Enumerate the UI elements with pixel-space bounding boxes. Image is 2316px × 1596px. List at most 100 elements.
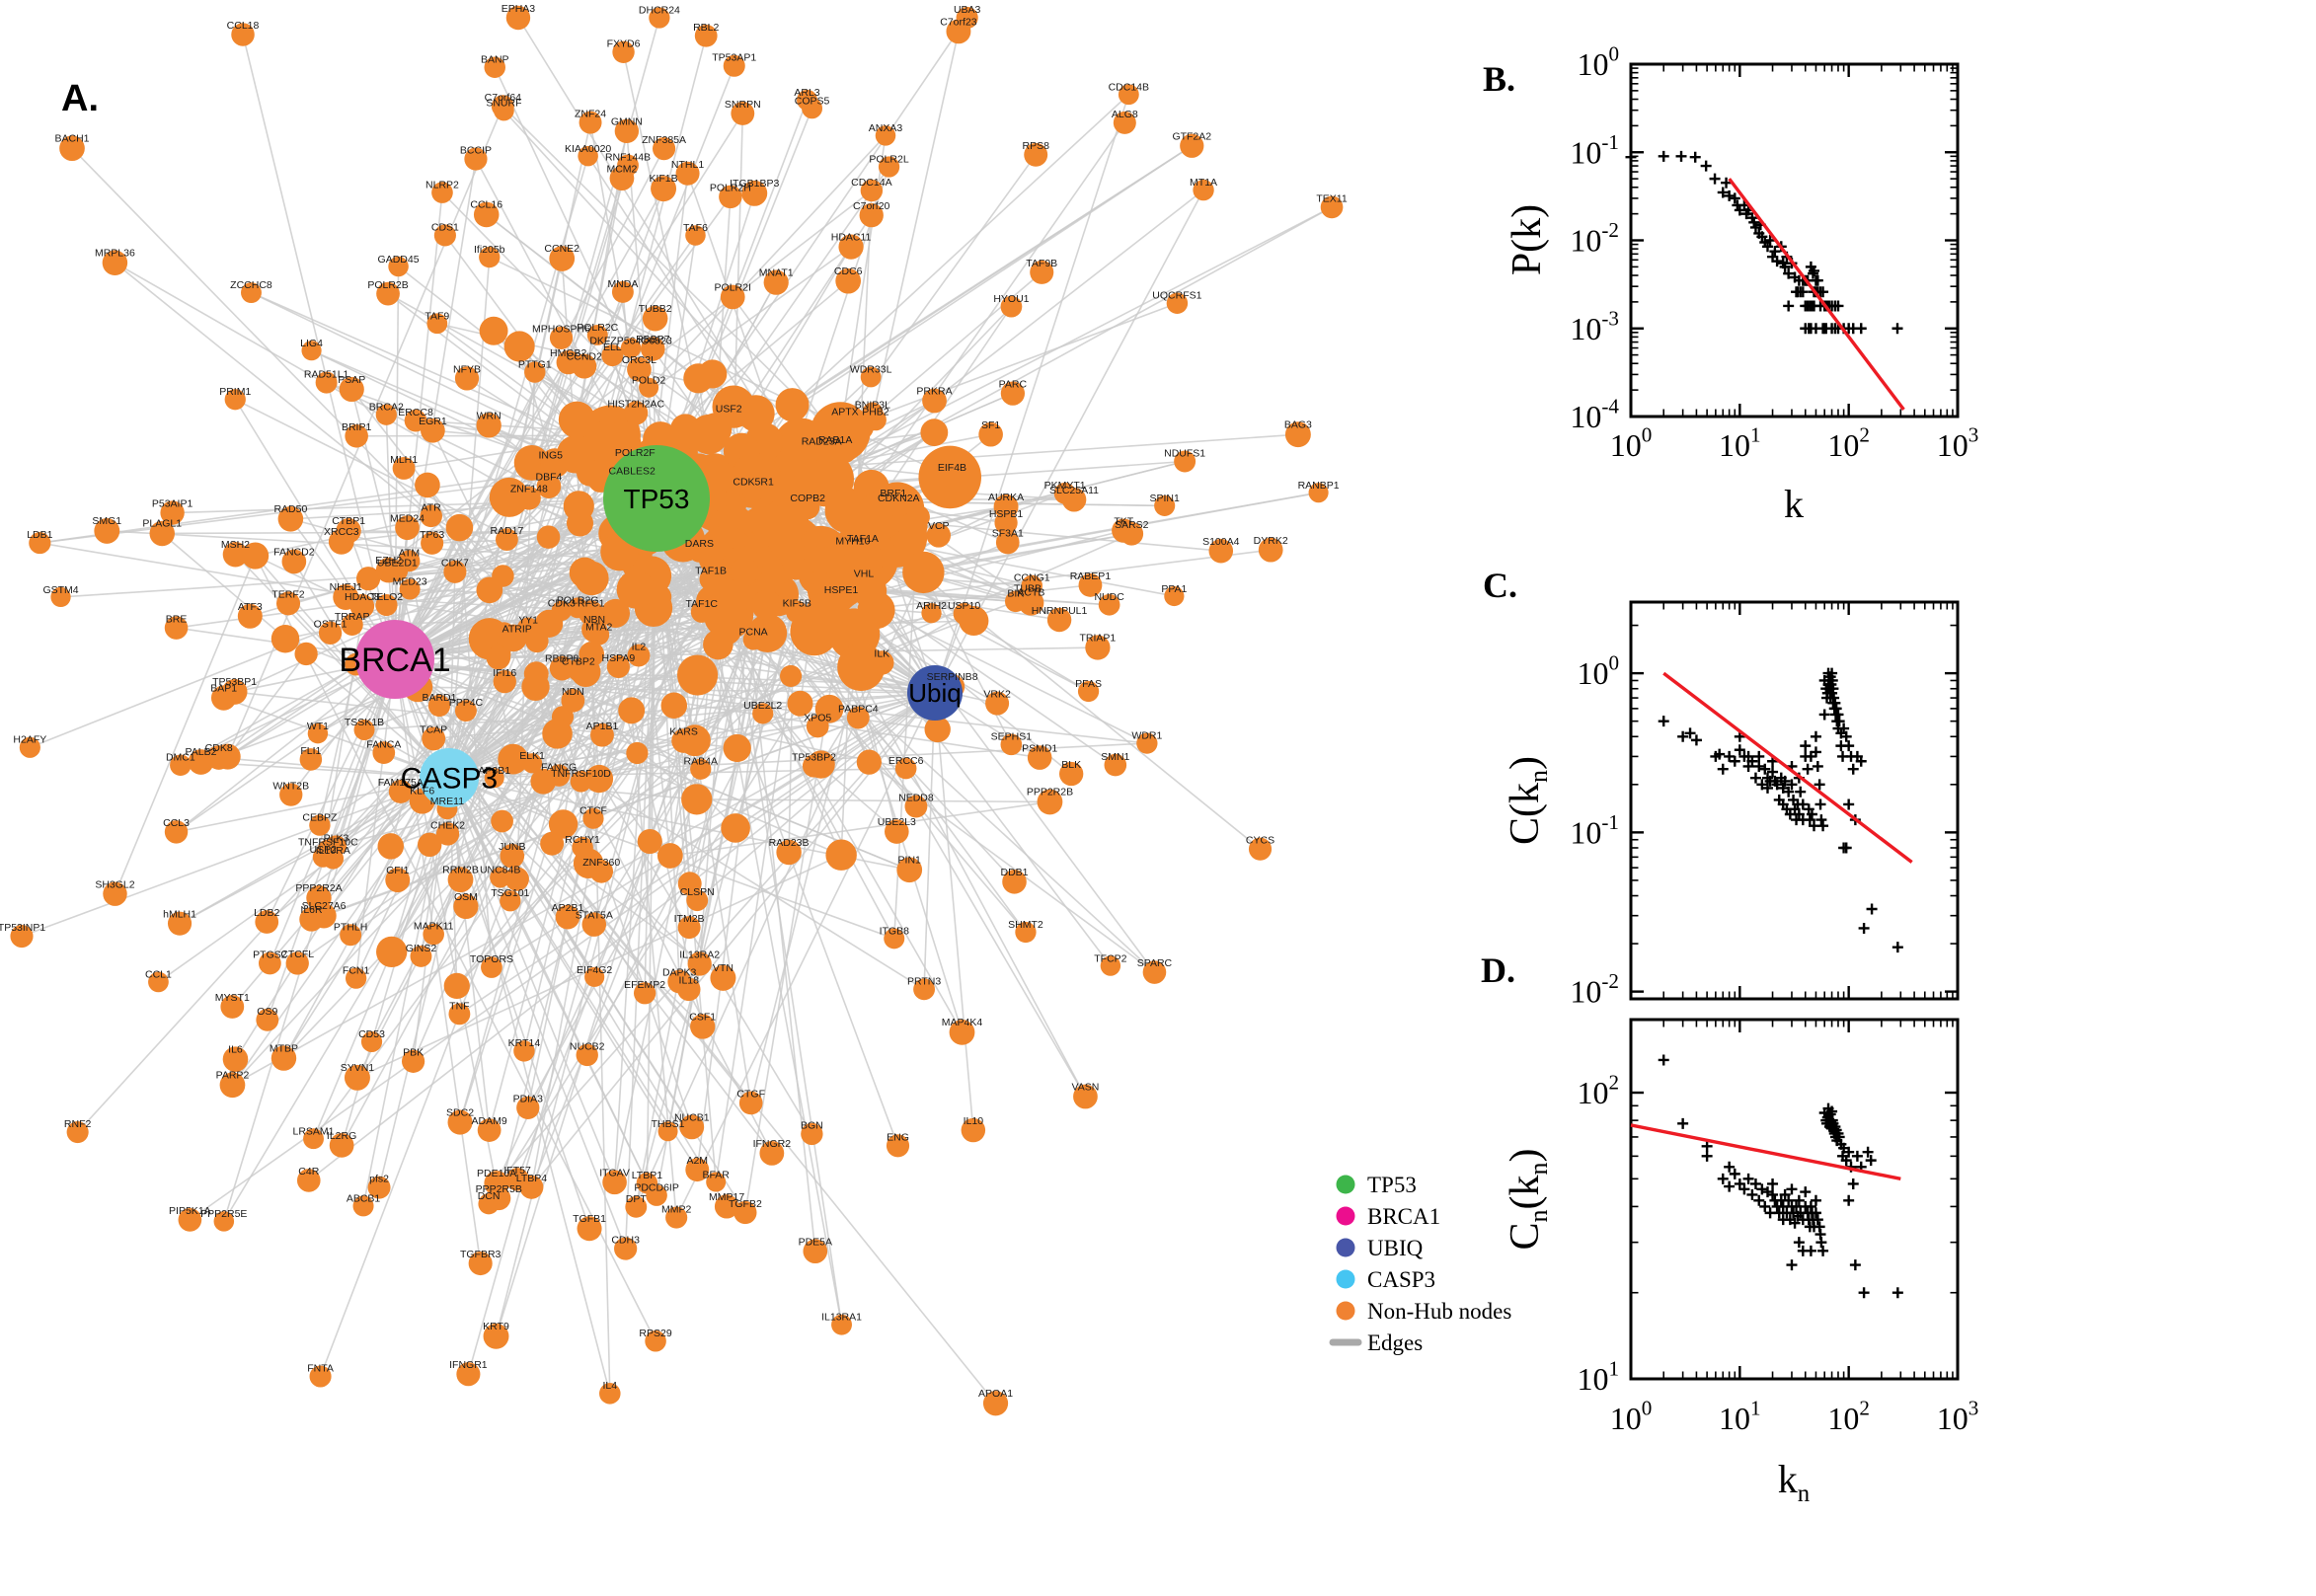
node-label: IFNGR1	[449, 1359, 488, 1371]
node-label: SEPHS1	[991, 730, 1033, 742]
node-label: FCN1	[343, 964, 370, 976]
node-label: ALG8	[1112, 109, 1138, 120]
node-label: BAG3	[1284, 418, 1312, 430]
non-hub-node	[378, 833, 404, 859]
node-label: ARIH2	[916, 600, 947, 612]
non-hub-node	[902, 552, 944, 593]
node-label: SF1	[981, 419, 1000, 431]
node-label: IL13RA1	[821, 1312, 862, 1324]
node-label: WRN	[477, 410, 502, 421]
non-hub-node	[271, 625, 299, 652]
node-label: TEX11	[1316, 193, 1347, 205]
node-label: ITM2B	[674, 913, 705, 925]
node-label: ENG	[887, 1131, 909, 1143]
node-label: NTHL1	[671, 159, 704, 171]
non-hub-node	[920, 418, 948, 446]
node-label: USF2	[716, 404, 742, 416]
node-label: ORC3L	[622, 354, 656, 366]
node-label: BACH1	[54, 132, 89, 144]
node-label: ITGB8	[880, 925, 910, 937]
node-label: CD53	[358, 1028, 385, 1040]
node-label: WDR33L	[850, 364, 892, 376]
node-label: Ifi205b	[474, 244, 505, 256]
non-hub-node	[825, 839, 856, 870]
node-label: CCL18	[227, 20, 260, 32]
node-label: ZCCHC8	[230, 279, 272, 291]
node-label: CDKN2A	[878, 493, 920, 504]
node-label: CCL3	[163, 817, 190, 829]
panel-a-label: A.	[61, 78, 99, 119]
node-label: OSM	[454, 891, 478, 903]
node-label: CDK7	[441, 558, 469, 570]
node-label: NUCB1	[674, 1111, 710, 1123]
node-label: TSSK1B	[345, 717, 384, 728]
node-label: CCND2	[567, 351, 602, 363]
node-label: C4R	[298, 1166, 319, 1178]
node-label: TRRAP	[335, 611, 370, 623]
node-label: PSMD1	[1022, 742, 1057, 754]
node-label: HDAC11	[831, 231, 872, 243]
node-label: MYH10	[835, 535, 870, 547]
node-label: SH3GL2	[95, 878, 134, 890]
node-label: TAF1C	[686, 598, 719, 610]
node-label: RBL2	[693, 22, 719, 34]
node-label: LIG4	[300, 338, 323, 349]
panel-d-label: D.	[1481, 950, 1515, 990]
node-label: PPP2R2A	[295, 882, 342, 894]
node-label: TP53BP1	[212, 676, 257, 688]
node-label: FXYD6	[607, 38, 641, 50]
node-label: ADAM9	[472, 1115, 507, 1127]
node-label: HSPA9	[602, 652, 636, 664]
node-label: COPS5	[795, 95, 830, 107]
node-label: ZNF360	[582, 857, 620, 869]
node-label: CEBPZ	[302, 811, 338, 823]
node-label: IL2	[632, 642, 647, 653]
legend-dot-icon	[1337, 1207, 1355, 1226]
node-label: CCNE2	[544, 243, 579, 255]
node-label: RABEP1	[1070, 570, 1112, 582]
node-label: JUNB	[499, 841, 525, 853]
non-hub-node	[906, 505, 930, 529]
hub-label-brca1: BRCA1	[339, 642, 450, 679]
node-label: NEDD8	[898, 793, 934, 804]
node-label: NDN	[562, 686, 584, 698]
node-label: TUBB2	[639, 303, 672, 315]
hub-label-casp3: CASP3	[401, 763, 498, 796]
node-label: PPP2R5B	[476, 1183, 522, 1195]
node-label: RANBP1	[1298, 480, 1340, 492]
non-hub-node	[477, 576, 503, 603]
node-label: FLI1	[300, 745, 321, 757]
node-label: AURKA	[988, 492, 1024, 503]
node-label: TAF6	[683, 222, 708, 234]
non-hub-node	[721, 813, 750, 843]
node-label: CDC14A	[851, 177, 891, 189]
node-label: KIF5B	[783, 598, 811, 610]
node-label: YY1	[518, 615, 538, 627]
y-axis-label-c: C(kn)	[1503, 756, 1553, 845]
node-label: VHL	[854, 568, 875, 579]
node-label: ELK1	[519, 750, 545, 762]
node-label: UBE2L3	[878, 816, 916, 828]
non-hub-node	[559, 402, 595, 438]
panel-b-label: B.	[1483, 59, 1515, 99]
node-label: EFEMP2	[624, 979, 665, 991]
node-label: USP10	[948, 600, 980, 612]
node-label: BGN	[801, 1120, 823, 1132]
node-label: BCCIP	[460, 144, 492, 156]
hub-label-tp53: TP53	[624, 484, 690, 514]
node-label: HSPE1	[824, 584, 859, 596]
node-label: KRT9	[483, 1321, 509, 1332]
node-label: EGR1	[419, 416, 447, 427]
non-hub-node	[537, 525, 561, 549]
node-label: PRKRA	[916, 386, 952, 398]
node-label: TP63	[420, 529, 444, 541]
node-label: RPS8	[1022, 140, 1049, 152]
node-label: ZNF24	[575, 109, 606, 120]
node-label: SHMT2	[1008, 919, 1043, 931]
node-label: LDB1	[27, 529, 52, 541]
non-hub-node	[618, 697, 645, 723]
node-label: PTTG1	[518, 358, 552, 370]
node-label: CTCF	[579, 805, 607, 817]
node-label: SDC2	[446, 1107, 474, 1119]
node-label: GINS2	[406, 943, 437, 954]
